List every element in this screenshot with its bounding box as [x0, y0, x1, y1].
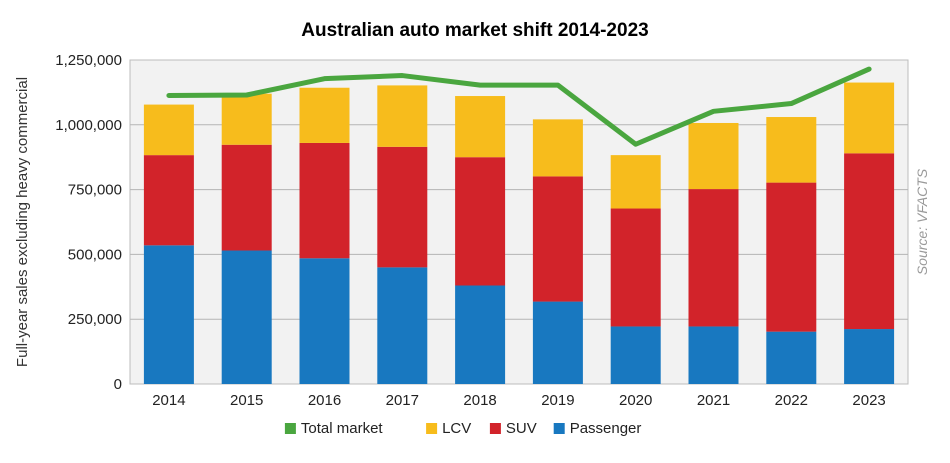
bar-passenger-2022 [766, 331, 817, 384]
bar-passenger-2019 [532, 301, 583, 384]
bar-passenger-2015 [221, 250, 272, 384]
x-axis-ticks: 2014 2015 2016 2017 2018 2019 2020 2021 2022 2023 [152, 392, 886, 409]
x-tick-label: 2019 [541, 392, 574, 409]
bar-passenger-2016 [299, 258, 350, 384]
bar-suv-2018 [455, 157, 506, 286]
bar-suv-2015 [221, 144, 272, 251]
y-tick-label: 1,000,000 [55, 117, 122, 134]
x-tick-label: 2023 [852, 392, 885, 409]
bars [143, 82, 895, 384]
bar-lcv-2014 [143, 104, 194, 156]
y-tick-label: 1,250,000 [55, 52, 122, 69]
bar-suv-2014 [143, 155, 194, 246]
bar-suv-2019 [532, 176, 583, 302]
x-tick-label: 2020 [619, 392, 652, 409]
legend-label: LCV [442, 420, 471, 437]
bar-lcv-2022 [766, 117, 817, 183]
bar-passenger-2018 [455, 285, 506, 384]
legend-swatch-suv [489, 423, 501, 434]
legend: Total market LCV SUV Passenger [284, 420, 642, 437]
total-market-line-layer [166, 66, 872, 147]
bar-lcv-2017 [377, 85, 428, 147]
x-tick-label: 2014 [152, 392, 185, 409]
bar-lcv-2023 [844, 82, 895, 154]
bar-suv-2021 [688, 189, 739, 327]
bar-suv-2022 [766, 182, 817, 332]
bar-lcv-2015 [221, 93, 272, 145]
bar-lcv-2016 [299, 87, 350, 143]
legend-label: SUV [506, 420, 537, 437]
y-axis-label: Full-year sales excluding heavy commerci… [14, 77, 31, 367]
bar-suv-2020 [610, 208, 661, 327]
x-tick-label: 2021 [697, 392, 730, 409]
y-axis-ticks: 0 250,000 500,000 750,000 1,000,000 1,250,000 [55, 52, 122, 393]
y-tick-label: 250,000 [68, 311, 122, 328]
legend-label: Passenger [570, 420, 642, 437]
x-tick-label: 2016 [308, 392, 341, 409]
legend-label: Total market [301, 420, 384, 437]
y-tick-label: 750,000 [68, 182, 122, 199]
y-tick-label: 500,000 [68, 246, 122, 263]
bar-passenger-2020 [610, 326, 661, 384]
bar-lcv-2019 [532, 119, 583, 177]
x-tick-label: 2022 [775, 392, 808, 409]
x-tick-label: 2015 [230, 392, 263, 409]
y-tick-label: 0 [114, 376, 122, 393]
bar-passenger-2014 [143, 245, 194, 384]
legend-swatch-passenger [553, 423, 565, 434]
total-market-line [166, 66, 872, 147]
x-tick-label: 2018 [463, 392, 496, 409]
legend-swatch-lcv [426, 423, 438, 434]
chart-title: Australian auto market shift 2014-2023 [301, 20, 648, 41]
bar-suv-2016 [299, 142, 350, 259]
bar-passenger-2017 [377, 267, 428, 384]
bar-passenger-2023 [844, 329, 895, 384]
x-tick-label: 2017 [386, 392, 419, 409]
source-note: Source: VFACTS [914, 168, 930, 275]
bar-lcv-2020 [610, 155, 661, 209]
bar-suv-2017 [377, 146, 428, 268]
bar-lcv-2021 [688, 122, 739, 190]
bar-passenger-2021 [688, 326, 739, 384]
legend-swatch-total-market [284, 423, 296, 434]
bar-lcv-2018 [455, 96, 506, 158]
bar-suv-2023 [844, 153, 895, 330]
